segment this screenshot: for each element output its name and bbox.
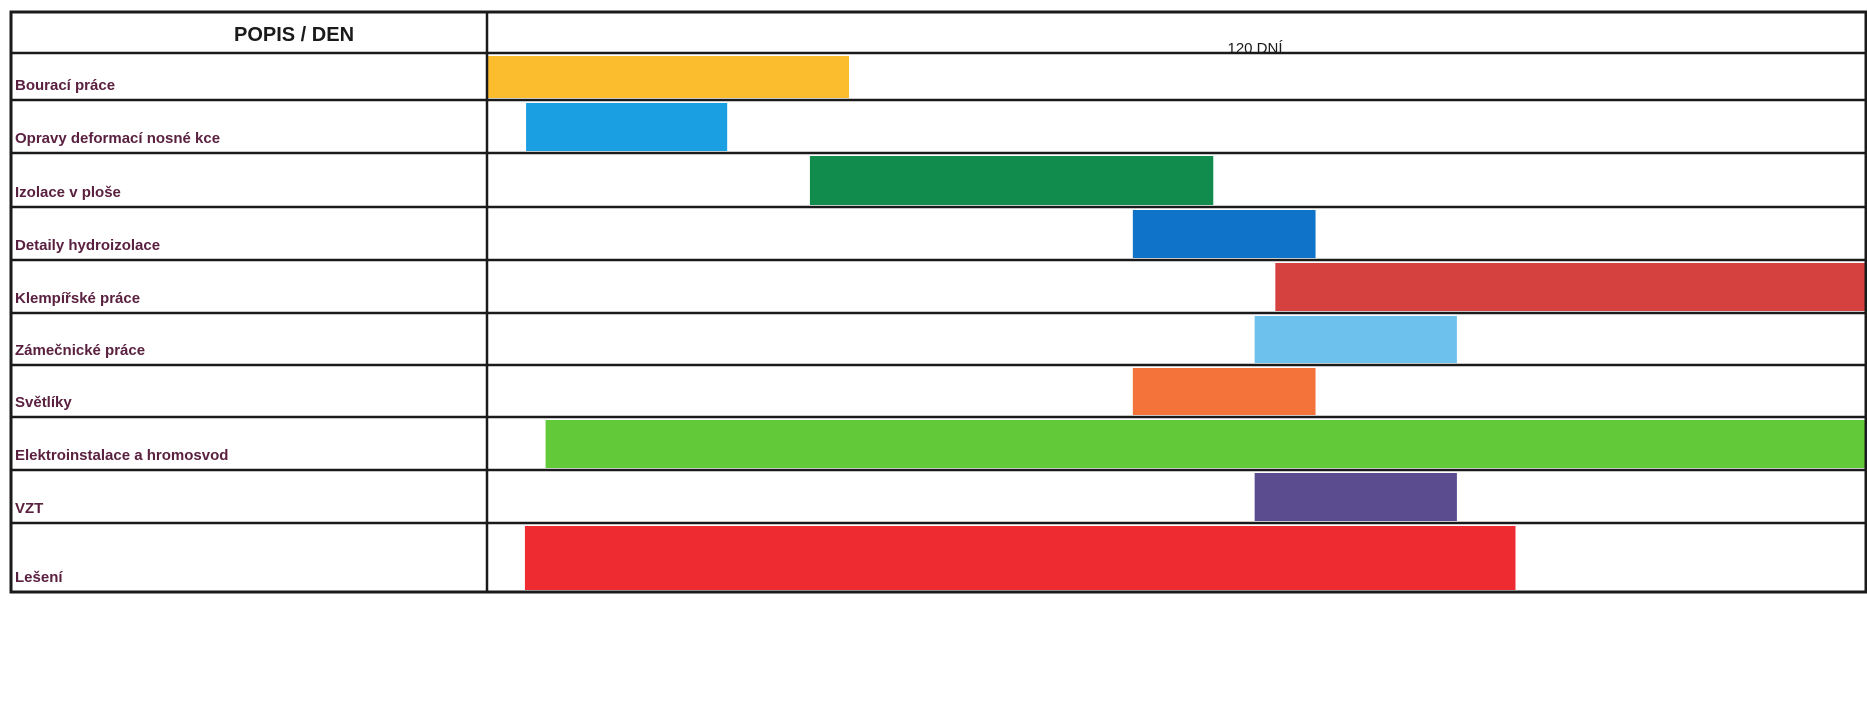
header-right-label: 120 DNÍ [1227,40,1283,57]
task-label: Zámečnické práce [15,342,145,359]
header-left-label: POPIS / DEN [234,24,354,46]
task-label: Elektroinstalace a hromosvod [15,447,228,464]
task-label: Izolace v ploše [15,184,121,201]
gantt-bar [487,56,849,98]
task-label: Opravy deformací nosné kce [15,130,220,147]
grid-layer [9,10,1867,594]
task-label: Bourací práce [15,77,115,94]
gantt-bar [1132,210,1316,258]
task-label: Světlíky [15,394,72,411]
gantt-bar [524,526,1516,590]
gantt-bar [1275,263,1866,311]
task-label: Detaily hydroizolace [15,237,160,254]
table-border [9,10,1867,594]
gantt-bar [1254,316,1457,363]
gantt-bar [526,103,728,151]
bars-layer [487,56,1867,590]
task-label: Klempířské práce [15,290,140,307]
gantt-bar [809,156,1214,205]
task-label: VZT [15,500,43,517]
gantt-bar [545,420,1867,468]
task-labels: Bourací práce Opravy deformací nosné kce I… [15,77,228,586]
gantt-bar [1132,368,1316,415]
gantt-bar [1254,473,1457,521]
task-label: Lešení [15,569,63,586]
